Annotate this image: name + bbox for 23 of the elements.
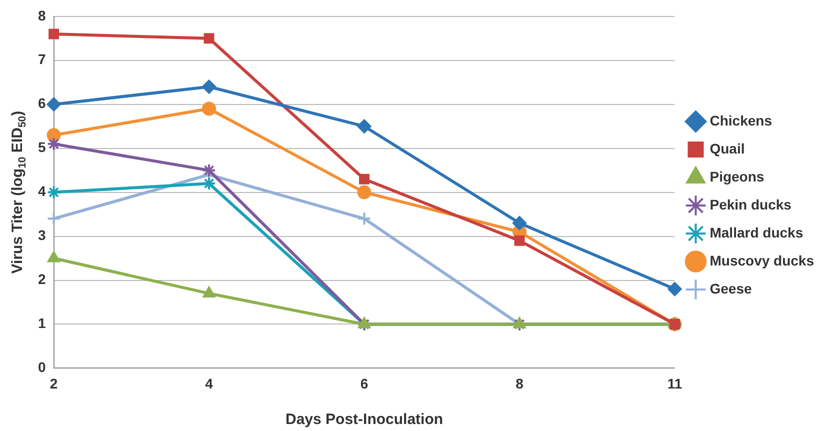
x-axis-title: Days Post-Inoculation (286, 411, 444, 428)
y-tick-label: 7 (38, 51, 46, 68)
legend-label: Mallard ducks (710, 224, 804, 240)
legend-label: Geese (710, 280, 752, 296)
y-tick-label: 3 (38, 227, 46, 244)
legend-label: Pigeons (710, 168, 764, 184)
x-tick-label: 11 (667, 375, 682, 392)
y-tick-label: 0 (38, 359, 46, 376)
legend-label: Chickens (710, 112, 772, 128)
y-tick-label: 4 (38, 183, 46, 200)
y-tick-label: 2 (38, 271, 46, 288)
legend-label: Pekin ducks (710, 196, 792, 212)
x-tick-label: 2 (50, 375, 58, 392)
x-tick-label: 6 (360, 375, 368, 392)
legend-label: Muscovy ducks (710, 252, 814, 268)
x-tick-label: 4 (205, 375, 214, 392)
y-axis-title: Virus Titer (log10 EID50) (9, 110, 28, 274)
y-tick-label: 5 (38, 139, 46, 156)
y-tick-label: 6 (38, 95, 46, 112)
legend-label: Quail (710, 140, 745, 156)
x-tick-label: 8 (516, 375, 524, 392)
y-tick-label: 8 (38, 7, 46, 24)
y-tick-label: 1 (38, 315, 46, 332)
